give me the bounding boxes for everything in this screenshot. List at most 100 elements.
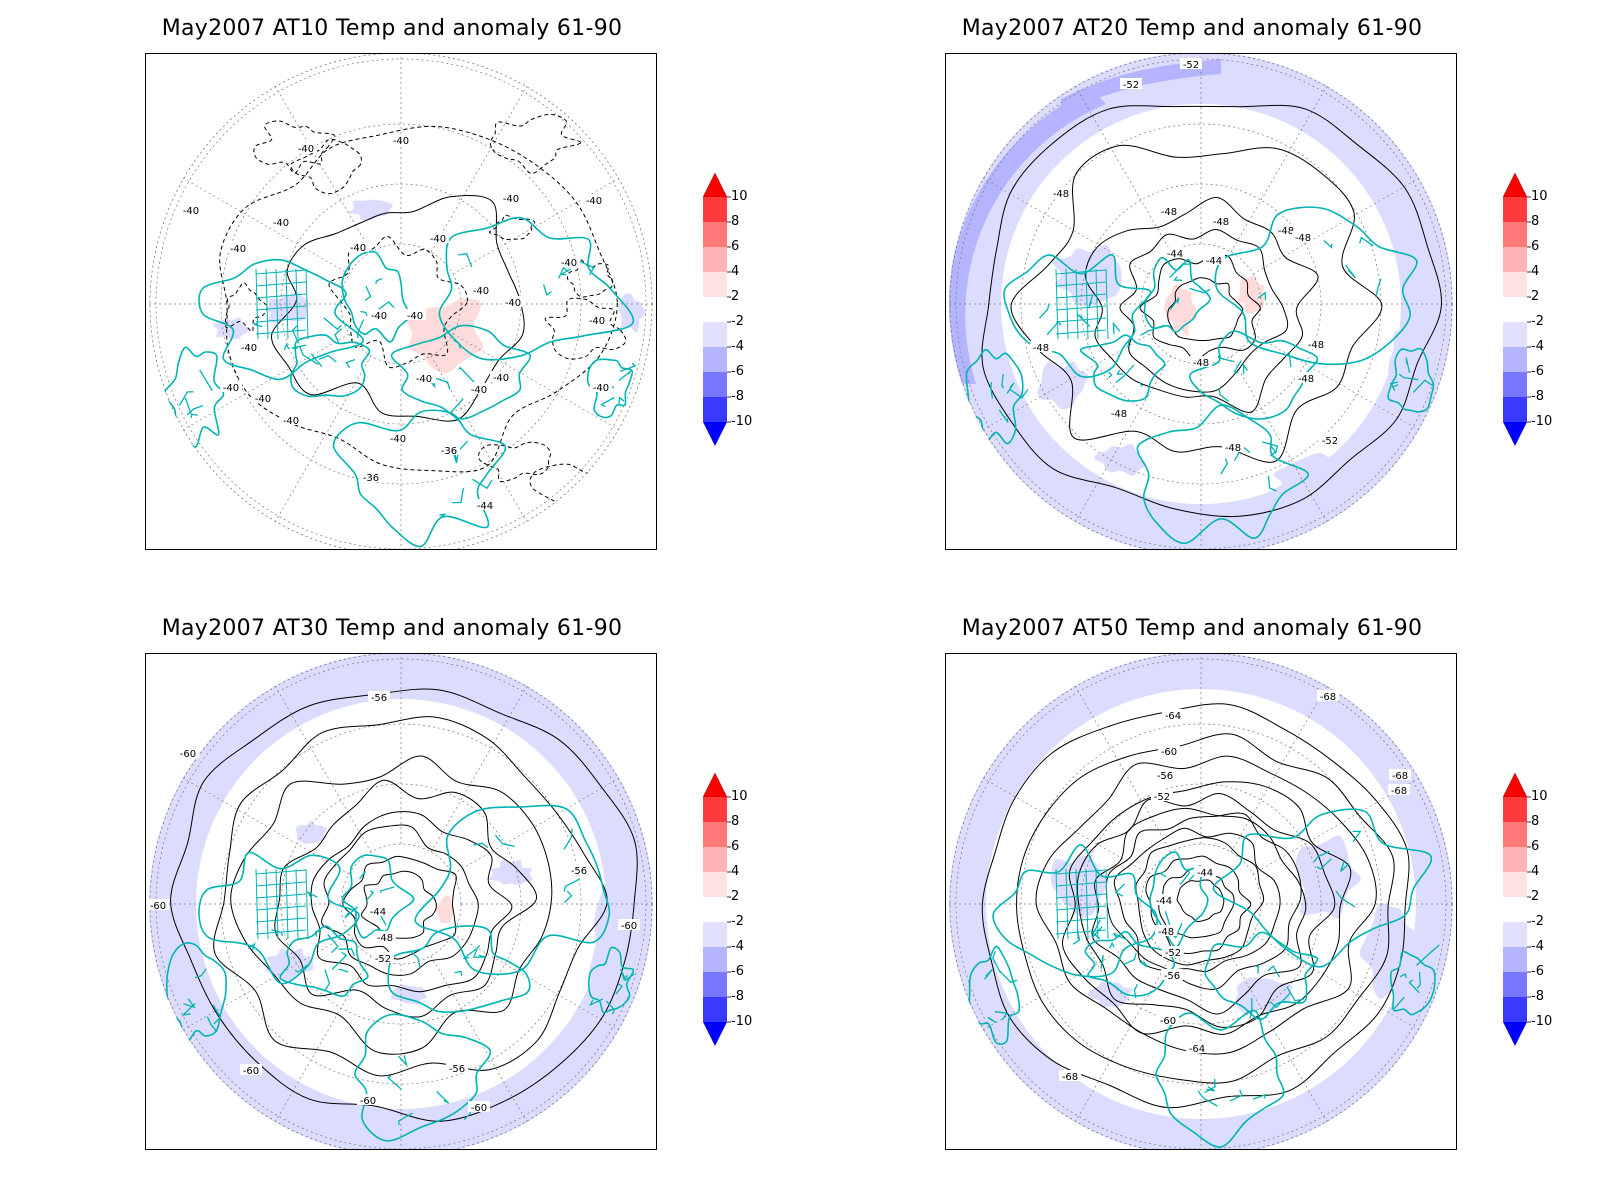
contour-label: -68 [1062,1072,1078,1083]
border-line [255,305,307,311]
contour-label: -44 [370,907,386,918]
graticule-meridian [452,177,620,275]
graticule-meridian [274,85,372,253]
border-line [409,950,421,969]
map-boundary [149,654,653,1149]
colorbar-segment [703,897,727,922]
colorbar-segment [703,372,727,397]
border-line [453,451,459,464]
border-line [999,970,1018,984]
contour-label: -40 [241,343,257,354]
colorbar-segment [1503,372,1527,397]
border-line [1055,905,1107,911]
polar-map: -52 -52 -48 -48 -48 -48 -48 -44 -44 -48 -48 -48 -48-… [945,53,1457,550]
border-line [305,868,309,940]
border-line [291,344,307,350]
colorbar: 10 8 6 4 2 -2 -4 -6 -8 -10 [1503,173,1563,463]
border-line [356,319,365,339]
border-line [1055,881,1107,887]
anomaly-region [348,199,393,221]
contour-label: -40 [589,316,605,327]
border-line [255,329,307,335]
contour-label: -44 [1167,249,1183,260]
contour-line [981,703,1410,1109]
border-line [1122,953,1137,966]
graticule-meridian [1074,85,1172,253]
colorbar-label: -10 [1531,414,1553,429]
border-line [619,968,628,982]
contour-label: -48 [1158,927,1174,938]
colorbar-label: 10 [731,789,748,804]
graticule-meridian [452,777,620,875]
contour-label: -60 [243,1066,259,1077]
border-line [579,261,595,276]
colorbar-label: -10 [1531,1014,1553,1029]
border-line [1116,369,1124,375]
colorbar-label: 4 [1531,264,1540,279]
border-line [1179,868,1191,885]
map-canvas: -52-52-48-48-48-48-48-44-44-48 -48-48-48-… [949,54,1453,549]
border-line [1313,850,1330,863]
border-line [1398,373,1419,381]
contour-line [271,195,525,422]
contour-label: -52 [1165,948,1181,959]
colorbar-scale [1503,173,1531,446]
border-line [1108,941,1115,949]
colorbar-label: 2 [1531,889,1540,904]
border-line [190,413,198,419]
contour-label: -68 [1320,692,1336,703]
anomaly-region [617,293,646,333]
border-line [1233,360,1242,374]
border-line [178,391,194,406]
anomaly-region [1094,443,1147,476]
colorbar-label: 2 [731,289,740,304]
border-line [255,893,307,899]
border-line [1055,929,1107,935]
graticule-meridian [452,933,620,1031]
contour-line [1010,144,1383,463]
border-line [1112,932,1128,941]
border-line [1055,868,1059,940]
panel-title: May2007 AT50 Temp and anomaly 61-90 [961,616,1423,641]
contour-line [170,688,638,1122]
contour-line [328,235,468,369]
border-line [1088,295,1094,308]
colorbar-label: 10 [1531,189,1548,204]
contour-label: -52 [1154,792,1170,803]
contour-label: -40 [390,434,406,445]
colorbar-segment [703,922,727,947]
coastline [968,945,1021,1045]
colorbar-bottom-arrow [703,422,727,446]
colorbar-segment [703,872,727,897]
border-line [472,478,493,490]
contour-label: -56 [1164,971,1180,982]
border-line [1286,986,1304,1002]
border-line [285,868,289,940]
contour-label: -68 [1391,786,1407,797]
colorbar-label: -2 [1531,914,1544,929]
contour-label: -36 [363,473,379,484]
colorbar-label: -2 [731,314,744,329]
border-line [1220,458,1229,475]
graticule-meridian [430,955,528,1123]
contour-line [360,870,437,939]
colorbar: 10 8 6 4 2 -2 -4 -6 -8 -10 [703,773,763,1063]
contour-line [529,463,612,510]
map-canvas: -56 -60 -60 -56 -44 -48 -52 -60 -60 -56 -60 -60 [147,654,653,1149]
border-line [1399,973,1407,979]
contour-label: -52 [1183,60,1199,71]
border-line [1055,281,1107,287]
graticule-meridian [1074,355,1172,523]
colorbar-segment [703,947,727,972]
border-line [1072,929,1081,945]
contour-label: -48 [1033,343,1049,354]
contour-line [1016,733,1395,1084]
border-line [183,998,196,1009]
contour-line [1119,228,1289,393]
coastline [438,216,635,361]
border-line [1009,389,1029,399]
coastline [1214,206,1418,366]
colorbar-label: 10 [1531,789,1548,804]
anomaly-region [488,860,534,885]
colorbar: 10 8 6 4 2 -2 -4 -6 -8 -10 [703,173,763,463]
